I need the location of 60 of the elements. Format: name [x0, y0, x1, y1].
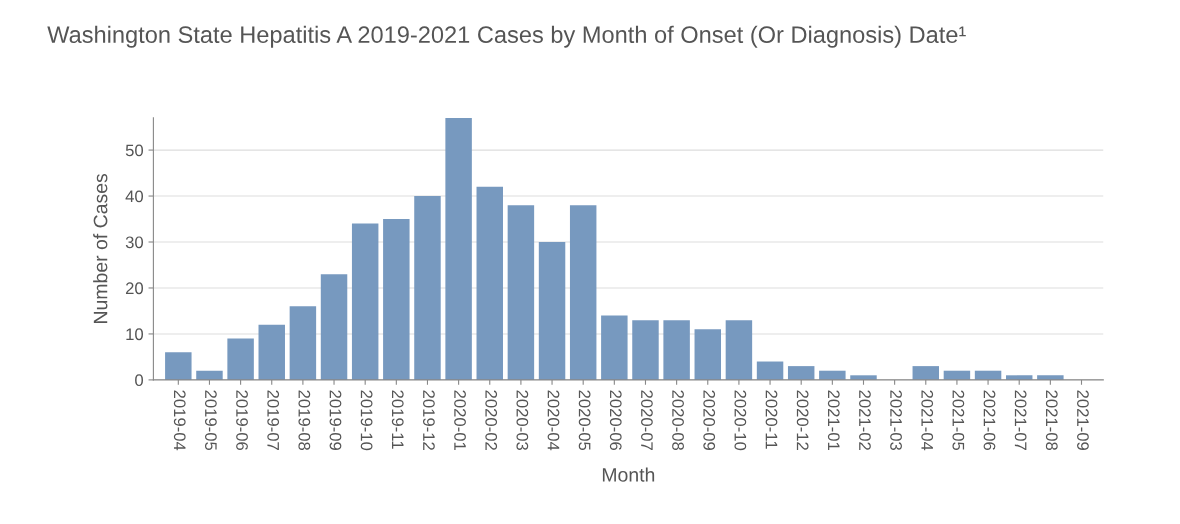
x-tick-label: 2021-02	[859, 390, 871, 450]
bar	[414, 196, 441, 380]
bar	[227, 338, 254, 380]
bar	[165, 352, 192, 380]
bar	[507, 205, 535, 380]
x-tick-label: 2021-04	[921, 390, 934, 451]
x-axis-title: Month	[602, 467, 655, 482]
bar	[445, 117, 472, 380]
x-tick-label: 2020-09	[703, 390, 716, 450]
y-tick-label: 10	[126, 328, 144, 341]
y-tick-label: 20	[125, 282, 144, 295]
x-tick-label: 2019-10	[360, 390, 373, 451]
x-tick-label: 2019-12	[423, 390, 435, 450]
x-tick-label: 2020-12	[796, 390, 809, 450]
bar	[320, 274, 348, 380]
y-tick-label: 0	[135, 374, 144, 387]
x-tick-label: 2020-10	[734, 390, 747, 451]
bar	[476, 186, 503, 380]
x-tick-label: 2019-05	[204, 390, 217, 451]
x-tick-label: 2021-05	[952, 390, 965, 451]
bar	[258, 324, 285, 380]
bar	[756, 361, 784, 380]
bar	[787, 366, 815, 380]
bar	[601, 315, 628, 380]
bar	[725, 320, 753, 380]
bar	[538, 242, 566, 380]
bar	[663, 320, 690, 380]
x-tick-label: 2020-02	[485, 390, 498, 450]
x-tick-label: 2020-08	[672, 390, 684, 451]
x-tick-label: 2021-06	[983, 390, 996, 451]
x-tick-label: 2020-11	[765, 390, 778, 449]
y-tick-label: 50	[125, 144, 144, 157]
bar	[569, 205, 597, 380]
bar	[912, 366, 940, 380]
x-tick-label: 2021-08	[1045, 390, 1058, 451]
x-tick-label: 2021-01	[827, 390, 840, 450]
x-tick-label: 2020-06	[609, 390, 622, 451]
x-tick-label: 2019-06	[236, 390, 248, 451]
bar	[632, 320, 659, 380]
bar	[694, 329, 721, 380]
x-tick-label: 2019-09	[329, 390, 342, 450]
bar	[383, 219, 410, 380]
x-tick-label: 2019-04	[173, 390, 186, 451]
y-tick-label: 40	[125, 190, 144, 203]
x-tick-label: 2021-09	[1077, 390, 1089, 450]
bar	[289, 306, 317, 380]
chart-title: Washington State Hepatitis A 2019-2021 Cases by Month of Onset (Or Diagnosis) Date¹	[47, 25, 966, 48]
x-tick-label: 2020-01	[454, 390, 466, 450]
x-tick-label: 2020-03	[516, 390, 529, 451]
x-tick-label: 2019-11	[391, 390, 404, 449]
x-tick-label: 2021-07	[1014, 390, 1027, 450]
x-tick-label: 2020-04	[547, 390, 560, 451]
y-axis-title: Number of Cases	[93, 173, 108, 323]
y-tick-label: 30	[125, 236, 144, 249]
x-tick-label: 2019-07	[267, 390, 280, 450]
x-tick-label: 2020-07	[641, 390, 653, 450]
x-tick-label: 2021-03	[890, 390, 902, 451]
x-tick-label: 2020-05	[578, 390, 591, 451]
x-tick-label: 2019-08	[298, 390, 311, 451]
bar	[351, 223, 379, 380]
